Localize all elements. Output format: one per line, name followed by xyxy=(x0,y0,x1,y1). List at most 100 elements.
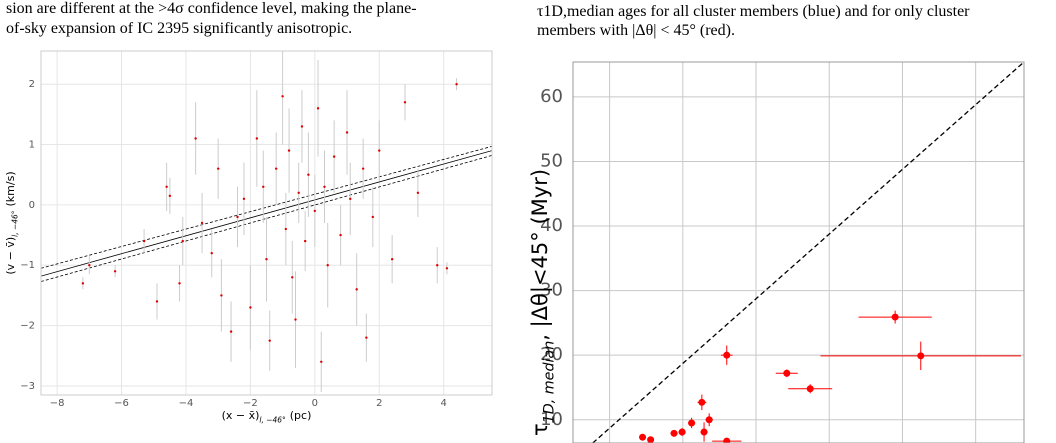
point xyxy=(229,330,233,333)
fit-line xyxy=(41,150,492,277)
point xyxy=(168,194,172,198)
point xyxy=(113,270,117,273)
point xyxy=(345,131,349,134)
label-main: τ xyxy=(528,423,552,436)
y-tick-label: 10 xyxy=(540,409,563,430)
x-tick-label: −8 xyxy=(50,398,65,409)
point xyxy=(216,167,220,170)
point xyxy=(403,101,407,104)
label-main: (x − x̄) xyxy=(222,409,260,422)
label-unit: , |Δθ|<45° (Myr) xyxy=(528,169,553,341)
y-tick-label: 60 xyxy=(540,86,563,107)
y-axis-label: τ1D, median, |Δθ|<45° (Myr) xyxy=(528,169,557,436)
point xyxy=(210,251,213,255)
point xyxy=(294,318,297,321)
point xyxy=(303,239,307,243)
x-tick-label: −2 xyxy=(243,398,258,409)
point xyxy=(361,167,365,170)
point xyxy=(220,294,223,297)
point xyxy=(455,82,458,86)
point xyxy=(323,185,326,188)
y-tick-label: 20 xyxy=(540,344,563,365)
point xyxy=(339,233,342,237)
point xyxy=(316,107,320,110)
label-sub: 1D, median xyxy=(541,341,557,424)
point xyxy=(200,221,204,225)
point xyxy=(700,428,708,436)
plot-frame xyxy=(40,50,493,396)
y-tick-label: 50 xyxy=(540,150,563,171)
y-tick-label: −2 xyxy=(20,321,35,332)
point xyxy=(281,95,284,98)
x-tick-label: 0 xyxy=(312,398,318,409)
point xyxy=(165,185,168,188)
point xyxy=(81,282,85,285)
y-tick-label: 2 xyxy=(29,79,35,90)
point xyxy=(255,137,259,140)
point xyxy=(142,239,146,243)
point xyxy=(265,258,268,261)
point xyxy=(355,288,358,291)
point xyxy=(688,419,696,427)
point xyxy=(445,267,449,270)
paragraph-line: of-sky expansion of IC 2395 significantl… xyxy=(6,20,352,37)
point xyxy=(917,352,925,360)
x-tick-label: −6 xyxy=(114,398,129,409)
point xyxy=(670,429,678,437)
point xyxy=(320,360,323,364)
label-sub: l, −46° xyxy=(259,415,286,424)
point xyxy=(806,385,814,393)
point xyxy=(181,239,184,243)
point xyxy=(307,173,310,176)
point xyxy=(313,209,317,213)
label-main: (v − v̄) xyxy=(4,237,17,275)
point xyxy=(723,437,731,443)
point xyxy=(332,155,336,158)
point xyxy=(88,264,91,267)
caption-line: members with |Δθ| < 45° (red). xyxy=(537,22,735,39)
y-tick-label: 30 xyxy=(540,280,563,301)
point xyxy=(783,369,791,377)
y-tick-label: 40 xyxy=(540,215,563,236)
y-tick-label: 1 xyxy=(29,140,35,151)
point xyxy=(326,264,329,267)
point xyxy=(723,351,731,359)
label-unit: (pc) xyxy=(290,409,312,422)
x-tick-label: 2 xyxy=(376,398,382,409)
fit-line xyxy=(41,155,492,282)
point xyxy=(249,306,252,309)
x-tick-label: 4 xyxy=(440,398,446,409)
fit-line xyxy=(41,145,492,269)
point xyxy=(268,339,271,342)
y-axis-label: (v − v̄)l, −46° (km/s) xyxy=(4,171,19,274)
y-tick-label: −1 xyxy=(20,260,35,271)
point xyxy=(300,125,304,128)
label-sub: l, −46° xyxy=(10,210,19,237)
point xyxy=(390,258,394,261)
point xyxy=(274,167,278,170)
point xyxy=(291,276,294,279)
point xyxy=(287,149,291,152)
point xyxy=(242,197,246,201)
point xyxy=(297,191,300,195)
point xyxy=(647,436,655,443)
point xyxy=(155,300,159,303)
point xyxy=(371,215,375,219)
plot-area xyxy=(573,62,1024,443)
point xyxy=(678,428,686,436)
point xyxy=(262,185,265,188)
plot-frame xyxy=(572,61,1025,443)
y-tick-label: 0 xyxy=(29,200,35,211)
point xyxy=(436,264,439,267)
point xyxy=(705,416,713,424)
point xyxy=(365,336,368,339)
point xyxy=(698,398,706,406)
y-tick-label: −3 xyxy=(20,381,35,392)
x-axis-label: (x − x̄)l, −46° (pc) xyxy=(222,409,312,424)
point xyxy=(284,227,288,231)
point xyxy=(178,282,181,285)
paragraph-line: sion are different at the >4σ confidence… xyxy=(6,0,417,17)
point xyxy=(349,197,352,201)
point xyxy=(891,313,899,321)
